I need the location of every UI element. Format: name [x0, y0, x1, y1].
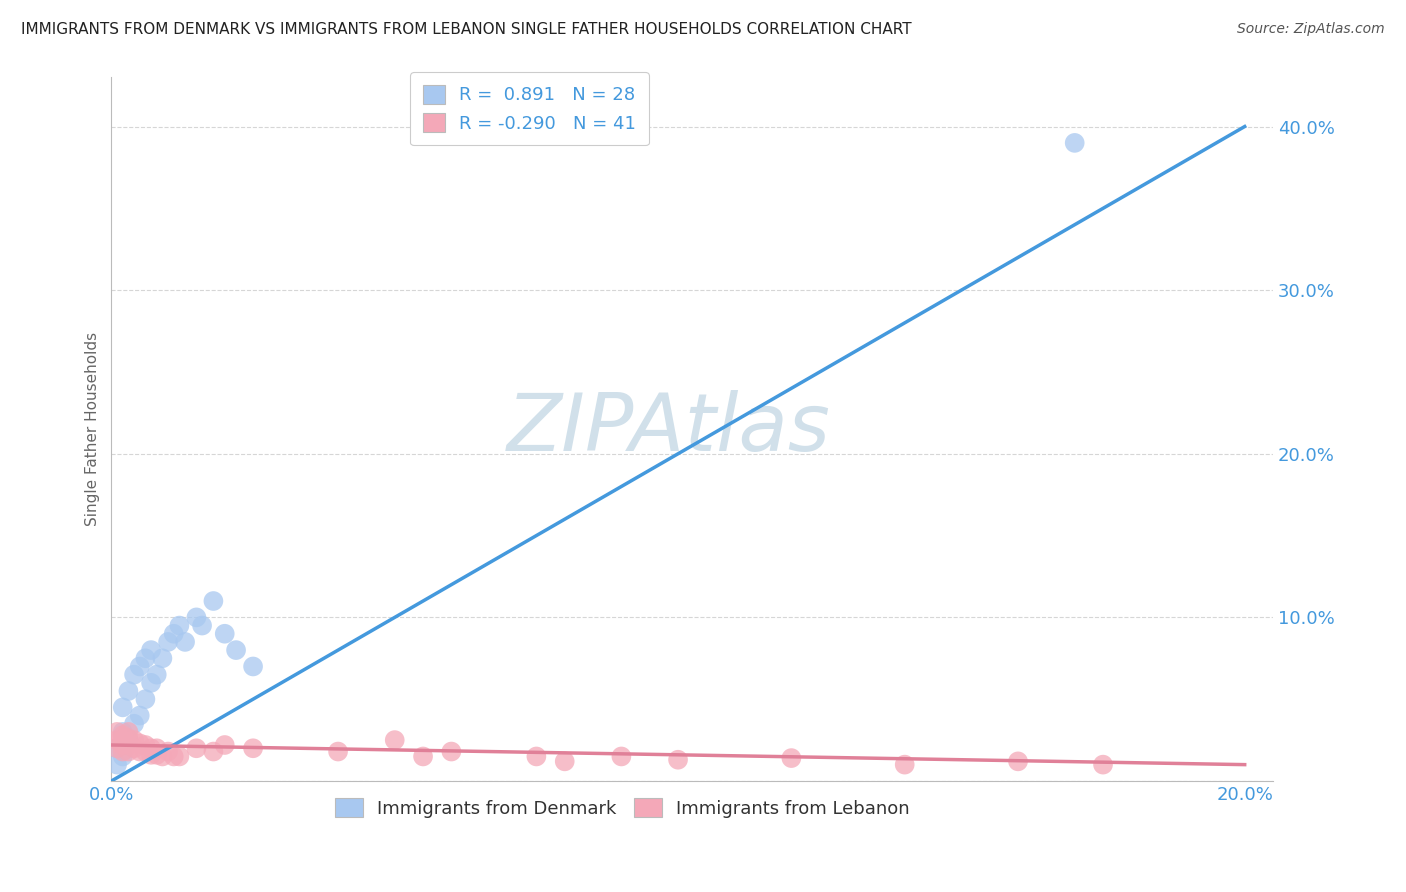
Point [128, 745, 150, 759]
Y-axis label: Single Father Households: Single Father Households [86, 332, 100, 526]
Point [128, 708, 150, 723]
Point [105, 725, 128, 739]
Point [105, 741, 128, 756]
Point [163, 626, 186, 640]
Point [122, 716, 145, 731]
Point [117, 725, 139, 739]
Point [169, 749, 191, 764]
Point [139, 675, 162, 690]
Point [1063, 136, 1085, 150]
Point [145, 741, 167, 756]
Point [186, 610, 208, 624]
Point [134, 692, 156, 706]
Point [169, 618, 191, 632]
Point [214, 738, 236, 752]
Point [117, 733, 139, 747]
Point [111, 725, 134, 739]
Point [105, 741, 128, 756]
Point [780, 751, 803, 765]
Point [134, 738, 156, 752]
Point [145, 747, 167, 762]
Point [157, 635, 180, 649]
Point [1092, 757, 1115, 772]
Point [111, 728, 134, 742]
Point [139, 741, 162, 756]
Point [105, 733, 128, 747]
Point [186, 741, 208, 756]
Point [139, 747, 162, 762]
Point [117, 745, 139, 759]
Point [117, 731, 139, 746]
Text: IMMIGRANTS FROM DENMARK VS IMMIGRANTS FROM LEBANON SINGLE FATHER HOUSEHOLDS CORR: IMMIGRANTS FROM DENMARK VS IMMIGRANTS FR… [21, 22, 911, 37]
Point [214, 626, 236, 640]
Point [202, 745, 225, 759]
Point [117, 738, 139, 752]
Point [111, 733, 134, 747]
Point [174, 635, 197, 649]
Point [152, 749, 174, 764]
Text: ZIPAtlas: ZIPAtlas [508, 390, 831, 468]
Point [893, 757, 915, 772]
Point [384, 733, 406, 747]
Point [122, 741, 145, 756]
Point [128, 659, 150, 673]
Point [105, 757, 128, 772]
Point [139, 643, 162, 657]
Point [526, 749, 548, 764]
Point [117, 684, 139, 698]
Point [225, 643, 247, 657]
Point [202, 594, 225, 608]
Text: Source: ZipAtlas.com: Source: ZipAtlas.com [1237, 22, 1385, 37]
Point [128, 736, 150, 750]
Point [412, 749, 434, 764]
Point [1007, 755, 1029, 769]
Point [554, 755, 576, 769]
Point [111, 745, 134, 759]
Point [610, 749, 633, 764]
Point [111, 738, 134, 752]
Point [122, 733, 145, 747]
Point [134, 651, 156, 665]
Point [326, 745, 349, 759]
Point [666, 753, 689, 767]
Legend: Immigrants from Denmark, Immigrants from Lebanon: Immigrants from Denmark, Immigrants from… [328, 791, 917, 825]
Point [163, 749, 186, 764]
Point [242, 659, 264, 673]
Point [134, 745, 156, 759]
Point [111, 749, 134, 764]
Point [111, 700, 134, 714]
Point [145, 667, 167, 681]
Point [440, 745, 463, 759]
Point [242, 741, 264, 756]
Point [122, 667, 145, 681]
Point [152, 651, 174, 665]
Point [191, 618, 214, 632]
Point [157, 745, 180, 759]
